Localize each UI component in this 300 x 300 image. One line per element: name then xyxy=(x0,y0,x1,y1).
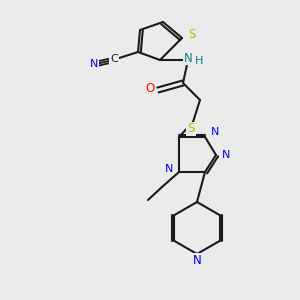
Text: N: N xyxy=(211,127,219,137)
Text: N: N xyxy=(193,254,201,266)
Text: N: N xyxy=(165,164,173,174)
Text: S: S xyxy=(187,122,195,136)
Text: S: S xyxy=(188,28,196,41)
Text: N: N xyxy=(90,59,98,69)
Text: H: H xyxy=(195,56,203,66)
Text: C: C xyxy=(110,54,118,64)
Text: N: N xyxy=(222,150,230,160)
Text: N: N xyxy=(184,52,192,64)
Text: O: O xyxy=(146,82,154,95)
